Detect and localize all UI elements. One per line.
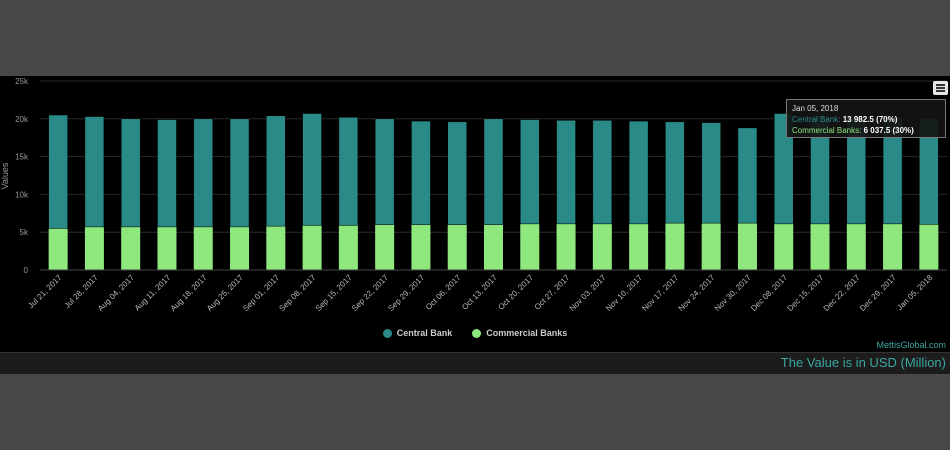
tooltip-commercial-label: Commercial Banks: <box>792 126 864 135</box>
footer-note: The Value is in USD (Million) <box>780 355 946 370</box>
x-tick-label: Oct 27, 2017 <box>533 273 572 312</box>
y-tick-label: 25k <box>15 77 29 86</box>
bar-commercial-banks <box>193 226 213 270</box>
x-tick-label: Nov 30, 2017 <box>713 273 753 313</box>
bar-central-bank <box>701 122 721 224</box>
tooltip-date: Jan 05, 2018 <box>792 104 839 113</box>
bar-commercial-banks <box>520 223 540 270</box>
x-tick-label: Nov 10, 2017 <box>604 273 644 313</box>
x-tick-label: Dec 08, 2017 <box>749 273 789 313</box>
bar-central-bank <box>157 119 177 228</box>
y-tick-label: 0 <box>24 266 29 275</box>
legend-item-commercial-banks[interactable]: Commercial Banks <box>472 328 567 338</box>
bar-commercial-banks <box>592 223 612 270</box>
bar-commercial-banks <box>484 224 503 270</box>
bar-commercial-banks <box>121 226 141 270</box>
legend-item-central-bank[interactable]: Central Bank <box>382 328 453 338</box>
bar-central-bank <box>447 121 467 225</box>
x-tick-label: Aug 04, 2017 <box>96 273 136 313</box>
bar-commercial-banks <box>919 224 939 270</box>
x-tick-label: Nov 03, 2017 <box>568 273 608 313</box>
bar-commercial-banks <box>556 223 576 270</box>
bar-commercial-banks <box>701 223 721 270</box>
bar-commercial-banks <box>629 223 649 270</box>
y-tick-label: 5k <box>20 228 29 237</box>
bar-central-bank <box>483 118 504 225</box>
bar-central-bank <box>665 121 685 224</box>
bar-commercial-banks <box>883 223 903 270</box>
bar-commercial-banks <box>846 223 866 270</box>
bar-central-bank <box>48 114 68 229</box>
x-tick-label: Oct 13, 2017 <box>460 273 499 312</box>
bar-central-bank <box>84 116 105 228</box>
chart-legend: Central Bank Commercial Banks <box>0 328 950 338</box>
tooltip-commercial-row: Commercial Banks: 6 037.5 (30%) <box>792 125 940 136</box>
x-tick-label: Oct 06, 2017 <box>424 273 463 312</box>
bar-central-bank <box>592 120 613 225</box>
bar-central-bank <box>229 118 250 228</box>
x-tick-label: Jan 05, 2018 <box>895 273 934 312</box>
chart-panel: 0 5k 10k 15k 20k 25k Values Jul 21, 2017 Jul 28,… <box>0 76 950 374</box>
x-tick-label: Dec 22, 2017 <box>822 273 862 313</box>
tooltip-central-value: 13 982.5 (70%) <box>842 115 898 124</box>
bar-commercial-banks <box>266 226 286 270</box>
bar-commercial-banks <box>48 228 68 270</box>
x-tick-label: Sep 01, 2017 <box>241 273 281 313</box>
tooltip-central-row: Central Bank: 13 982.5 (70%) <box>792 114 940 125</box>
bar-commercial-banks <box>230 226 250 270</box>
x-tick-label: Sep 22, 2017 <box>350 273 390 313</box>
x-tick-label: Oct 20, 2017 <box>496 273 535 312</box>
tooltip-central-label: Central Bank: <box>792 115 843 124</box>
x-tick-label: Aug 18, 2017 <box>169 273 209 313</box>
y-tick-label: 20k <box>15 115 29 124</box>
credit-link[interactable]: MettisGlobal.com <box>876 340 946 350</box>
bar-commercial-banks <box>375 224 395 270</box>
legend-label-commercial-banks: Commercial Banks <box>486 328 568 338</box>
legend-dot-central-bank <box>382 328 392 338</box>
bar-commercial-banks <box>665 223 685 270</box>
bar-commercial-banks <box>302 225 322 270</box>
legend-dot-commercial-banks <box>472 328 482 338</box>
bar-commercial-banks <box>411 224 431 270</box>
x-tick-label: Aug 25, 2017 <box>205 273 245 313</box>
bar-central-bank <box>120 118 141 228</box>
x-tick-label: Nov 24, 2017 <box>677 273 717 313</box>
bar-central-bank <box>556 120 576 225</box>
x-tick-label: Sep 15, 2017 <box>314 273 354 313</box>
x-tick-label: Sep 29, 2017 <box>386 273 426 313</box>
footer-bar: The Value is in USD (Million) <box>0 352 950 374</box>
y-tick-label: 10k <box>15 190 29 199</box>
tooltip-commercial-value: 6 037.5 (30%) <box>863 126 914 135</box>
bar-commercial-banks <box>338 225 358 270</box>
bar-commercial-banks <box>84 226 104 270</box>
bar-central-bank <box>520 119 540 225</box>
legend-label-central-bank: Central Bank <box>396 328 453 338</box>
tooltip: Jan 05, 2018 Central Bank: 13 982.5 (70%… <box>786 99 946 138</box>
bar-commercial-banks <box>774 223 794 270</box>
x-tick-label: Jul 28, 2017 <box>63 273 101 311</box>
x-tick-label: Sep 08, 2017 <box>277 273 317 313</box>
y-tick-label: 15k <box>15 153 29 162</box>
x-tick-label: Dec 15, 2017 <box>785 273 825 313</box>
x-tick-label: Jul 21, 2017 <box>26 273 64 311</box>
bar-central-bank <box>302 113 322 226</box>
bar-commercial-banks <box>447 224 467 270</box>
x-tick-label: Nov 17, 2017 <box>640 273 680 313</box>
bar-central-bank <box>193 118 214 228</box>
y-axis-label: Values <box>0 162 10 189</box>
stacked-bar-chart: 0 5k 10k 15k 20k 25k Values Jul 21, 2017 Jul 28,… <box>0 77 947 313</box>
bar-central-bank <box>737 127 758 224</box>
x-tick-label: Aug 11, 2017 <box>133 273 173 313</box>
x-tick-label: Dec 29, 2017 <box>858 273 898 313</box>
bar-central-bank <box>773 113 794 225</box>
bar-central-bank <box>338 117 359 226</box>
chart-menu-button[interactable] <box>933 81 948 95</box>
bar-central-bank <box>266 115 286 227</box>
bar-central-bank <box>411 120 431 225</box>
bar-central-bank <box>374 118 395 225</box>
bar-central-bank <box>628 120 649 225</box>
bar-commercial-banks <box>157 226 177 270</box>
bar-commercial-banks <box>737 223 757 270</box>
bar-commercial-banks <box>810 223 830 270</box>
